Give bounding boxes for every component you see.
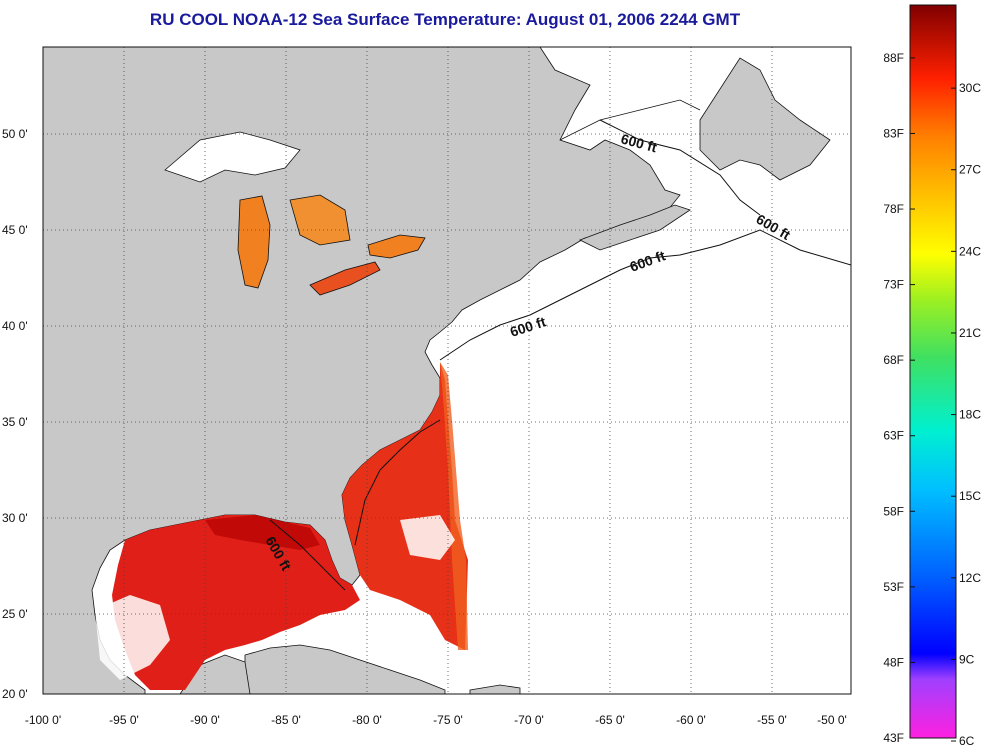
lat-tick-label: 35 0' xyxy=(2,415,28,429)
gulf-of-mexico-sst xyxy=(112,515,360,690)
colorbar-c-label: 24C xyxy=(959,244,981,258)
lon-tick-label: -60 0' xyxy=(676,713,706,727)
newfoundland-land xyxy=(699,57,831,181)
lon-tick-label: -55 0' xyxy=(757,713,787,727)
colorbar-fahrenheit-scale: 88F 83F 78F 73F 68F 63F 58F 53F 48F 43F xyxy=(883,51,915,745)
lat-tick-label: 30 0' xyxy=(2,511,28,525)
colorbar-f-label: 88F xyxy=(883,51,904,65)
colorbar-c-label: 9C xyxy=(959,652,975,666)
colorbar-f-label: 83F xyxy=(883,126,904,140)
lake-huron xyxy=(289,194,351,246)
lon-tick-label: -100 0' xyxy=(25,713,61,727)
colorbar-c-label: 30C xyxy=(959,81,981,95)
colorbar-f-label: 43F xyxy=(883,731,904,745)
gulf-hot-core xyxy=(205,515,320,550)
map-gridlines xyxy=(43,47,851,694)
lake-michigan xyxy=(237,195,271,289)
lon-tick-label: -85 0' xyxy=(271,713,301,727)
lon-tick-label: -95 0' xyxy=(109,713,139,727)
colorbar-c-label: 18C xyxy=(959,408,981,422)
lon-tick-label: -50 0' xyxy=(817,713,847,727)
lon-tick-label: -75 0' xyxy=(433,713,463,727)
atlantic-no-data-patch xyxy=(400,515,455,560)
lat-tick-label: 45 0' xyxy=(2,223,28,237)
map-title: RU COOL NOAA-12 Sea Surface Temperature:… xyxy=(149,10,741,29)
isobath-600ft-line xyxy=(269,119,851,591)
map-area xyxy=(43,47,851,694)
colorbar-c-label: 21C xyxy=(959,326,981,340)
colorbar-gradient xyxy=(909,4,957,739)
lake-erie xyxy=(309,261,381,296)
lat-tick-label: 25 0' xyxy=(2,607,28,621)
colorbar-c-label: 27C xyxy=(959,163,981,177)
hispaniola-land xyxy=(469,684,521,694)
colorbar-f-label: 48F xyxy=(883,655,904,669)
lake-superior xyxy=(164,131,301,183)
lon-tick-label: -70 0' xyxy=(514,713,544,727)
cuba-land xyxy=(244,644,446,694)
lat-tick-label: 40 0' xyxy=(2,319,28,333)
colorbar-f-label: 68F xyxy=(883,353,904,367)
colorbar-f-label: 63F xyxy=(883,429,904,443)
latitude-axis: 50 0' 45 0' 40 0' 35 0' 30 0' 25 0' 20 0… xyxy=(2,127,28,701)
lat-tick-label: 50 0' xyxy=(2,127,28,141)
lon-tick-label: -80 0' xyxy=(352,713,382,727)
st-lawrence-outline xyxy=(559,99,701,141)
lon-tick-label: -65 0' xyxy=(595,713,625,727)
colorbar-f-label: 58F xyxy=(883,504,904,518)
colorbar-c-label: 6C xyxy=(959,734,975,748)
lake-ontario xyxy=(367,234,426,259)
lon-tick-label: -90 0' xyxy=(190,713,220,727)
atlantic-orange-band xyxy=(440,362,468,650)
colorbar-f-label: 78F xyxy=(883,202,904,216)
colorbar-f-label: 73F xyxy=(883,278,904,292)
lat-tick-label: 20 0' xyxy=(2,687,28,701)
colorbar-f-label: 53F xyxy=(883,580,904,594)
colorbar-celsius-scale: 30C 27C 24C 21C 18C 15C 12C 9C 6C xyxy=(951,81,981,748)
colorbar: 88F 83F 78F 73F 68F 63F 58F 53F 48F 43F 30C 27C 24C… xyxy=(883,4,981,748)
map-frame xyxy=(42,46,852,695)
longitude-axis: -100 0' -95 0' -90 0' -85 0' -80 0' -75 … xyxy=(25,713,847,727)
gulf-no-data-patch xyxy=(95,595,170,680)
atlantic-gulf-stream-sst xyxy=(342,362,468,650)
nova-scotia-land xyxy=(579,204,691,251)
colorbar-c-label: 15C xyxy=(959,489,981,503)
colorbar-c-label: 12C xyxy=(959,571,981,585)
